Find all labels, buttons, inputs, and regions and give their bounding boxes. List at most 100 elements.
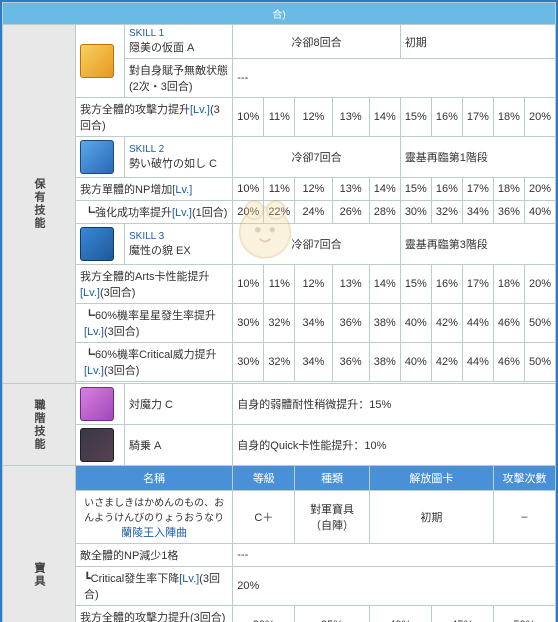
skill3-timing: 靈基再臨第3階段 <box>400 224 555 265</box>
s3c6: 42% <box>431 343 462 382</box>
class1-icon <box>80 387 114 421</box>
s1v1: 11% <box>264 98 295 137</box>
skill1-label: SKILL 1 <box>129 28 228 39</box>
np-rank: C＋ <box>233 491 295 544</box>
main-table-wrapper: 合) 保有技能 SKILL 1 隠美の仮面 A 冷卻8回合 初期 對自身賦予無敵… <box>0 0 558 622</box>
skill2-label: SKILL 2 <box>129 144 228 155</box>
s3b7: 44% <box>462 304 493 343</box>
skill1-cd: 冷卻8回合 <box>233 25 401 59</box>
s3b5: 40% <box>400 304 431 343</box>
top-header: 合) <box>3 3 556 25</box>
s3a7: 17% <box>462 265 493 304</box>
skill1-name: 隠美の仮面 A <box>129 39 228 55</box>
class1-eff: 自身的弱體耐性稍微提升：15% <box>233 384 556 425</box>
skill2-head: SKILL 2 勢い破竹の如し C <box>125 137 233 178</box>
np3v1: 35% <box>295 606 369 622</box>
s1v6: 16% <box>431 98 462 137</box>
class2-icon-cell <box>76 425 125 466</box>
s3a3: 13% <box>332 265 369 304</box>
s3c3: 36% <box>332 343 369 382</box>
np-eff3: 我方全體的攻擊力提升(3回合)＜OverCharge的話效果提升＞ <box>76 606 233 622</box>
s3a2: 12% <box>295 265 332 304</box>
s2b9: 40% <box>524 201 555 224</box>
s3a8: 18% <box>493 265 524 304</box>
skill2-timing: 靈基再臨第1階段 <box>400 137 555 178</box>
s2b6: 32% <box>431 201 462 224</box>
np-hits: – <box>493 491 555 544</box>
s3b6: 42% <box>431 304 462 343</box>
s3b2: 34% <box>295 304 332 343</box>
skill3-icon <box>80 227 114 261</box>
s3c7: 44% <box>462 343 493 382</box>
np-hdr-name: 名稱 <box>76 466 233 491</box>
s1v9: 20% <box>524 98 555 137</box>
skill1-head: SKILL 1 隠美の仮面 A <box>125 25 233 59</box>
skill3-eff3: ┗60%機率Critical威力提升[Lv.](3回合) <box>76 343 233 382</box>
np3v4: 50% <box>493 606 555 622</box>
s3b0: 30% <box>233 304 264 343</box>
np-eff1: 敵全體的NP減少1格 <box>76 544 233 567</box>
s2a4: 14% <box>369 178 400 201</box>
s2a8: 18% <box>493 178 524 201</box>
skill1-eff2: 我方全體的攻擊力提升[Lv.](3回合) <box>76 98 233 137</box>
skill3-head: SKILL 3 魔性の貌 EX <box>125 224 233 265</box>
s3b3: 36% <box>332 304 369 343</box>
s3b9: 50% <box>524 304 555 343</box>
class1-icon-cell <box>76 384 125 425</box>
s1v2: 12% <box>295 98 332 137</box>
s2a2: 12% <box>295 178 332 201</box>
np3v0: 30% <box>233 606 295 622</box>
np-type: 對軍寶具（自陣） <box>295 491 369 544</box>
class2-eff: 自身的Quick卡性能提升：10% <box>233 425 556 466</box>
s2a0: 10% <box>233 178 264 201</box>
side-label-class: 職階技能 <box>3 384 76 466</box>
side-label-skills: 保有技能 <box>3 25 76 384</box>
class2-name: 騎乗 A <box>125 425 233 466</box>
skill1-icon-cell <box>76 25 125 98</box>
s2b0: 20% <box>233 201 264 224</box>
skill1-eff1: 對自身賦予無敵状態(2次・3回合) <box>125 59 233 98</box>
side-label-np: 寶具 <box>3 466 76 622</box>
skill1-timing: 初期 <box>400 25 555 59</box>
s2a3: 13% <box>332 178 369 201</box>
skill2-icon-cell <box>76 137 125 178</box>
s3a1: 11% <box>264 265 295 304</box>
s3c4: 38% <box>369 343 400 382</box>
s3c1: 32% <box>264 343 295 382</box>
s2b4: 28% <box>369 201 400 224</box>
s3b8: 46% <box>493 304 524 343</box>
skill2-cd: 冷卻7回合 <box>233 137 401 178</box>
s3a0: 10% <box>233 265 264 304</box>
skill1-eff1-val: --- <box>233 59 556 98</box>
np-eff1-val: --- <box>233 544 556 567</box>
s3a9: 20% <box>524 265 555 304</box>
s3b4: 38% <box>369 304 400 343</box>
s2a7: 17% <box>462 178 493 201</box>
np-hdr-hits: 攻擊次數 <box>493 466 555 491</box>
class1-name: 対魔力 C <box>125 384 233 425</box>
skill3-eff2: ┗60%機率星星發生率提升[Lv.](3回合) <box>76 304 233 343</box>
s3c8: 46% <box>493 343 524 382</box>
skill2-name: 勢い破竹の如し C <box>129 155 228 171</box>
np-eff2-val: 20% <box>233 567 556 606</box>
np-name: いさましきはかめんのもの、おんようけんびのりょうおうなり 蘭陵王入陣曲 <box>76 491 233 544</box>
s2b3: 26% <box>332 201 369 224</box>
skill2-eff1: 我方單體的NP增加[Lv.] <box>76 178 233 201</box>
s2b2: 24% <box>295 201 332 224</box>
s3a6: 16% <box>431 265 462 304</box>
s3a4: 14% <box>369 265 400 304</box>
s2a1: 11% <box>264 178 295 201</box>
skill3-icon-cell <box>76 224 125 265</box>
skill3-name: 魔性の貌 EX <box>129 242 228 258</box>
s1v7: 17% <box>462 98 493 137</box>
s3c2: 34% <box>295 343 332 382</box>
s3c0: 30% <box>233 343 264 382</box>
np3v3: 45% <box>431 606 493 622</box>
skill3-eff1: 我方全體的Arts卡性能提升[Lv.](3回合) <box>76 265 233 304</box>
np-hdr-rank: 等級 <box>233 466 295 491</box>
s2b5: 30% <box>400 201 431 224</box>
s3b1: 32% <box>264 304 295 343</box>
s3c5: 40% <box>400 343 431 382</box>
s1v8: 18% <box>493 98 524 137</box>
skill3-cd: 冷卻7回合 <box>233 224 401 265</box>
